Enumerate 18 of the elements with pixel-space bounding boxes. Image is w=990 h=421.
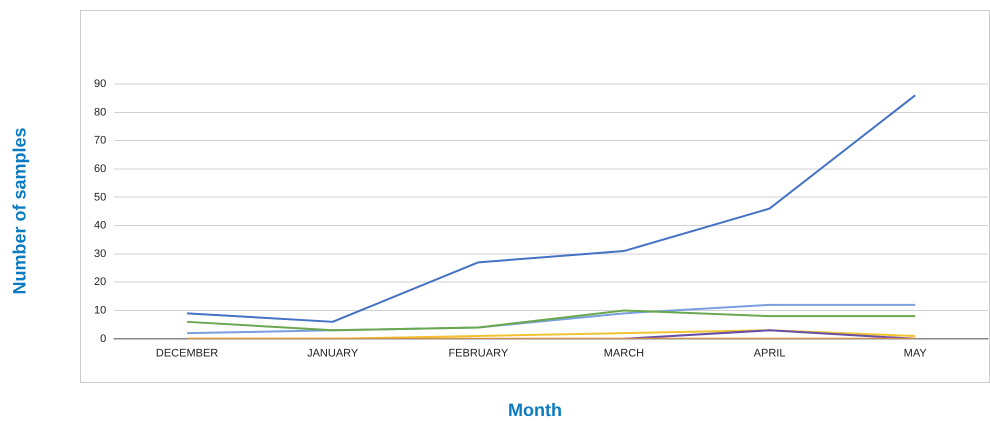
y-tick-label: 70 (94, 134, 106, 147)
x-tick-label: FEBRUARY (448, 347, 509, 360)
y-tick-label: 20 (94, 276, 106, 288)
y-tick-label: 10 (94, 304, 106, 317)
y-tick-label: 0 (100, 332, 106, 345)
y-tick-label: 30 (94, 248, 106, 260)
y-tick-label: 80 (94, 106, 106, 118)
x-tick-label: JANUARY (307, 347, 359, 360)
y-tick-label: 40 (94, 220, 106, 232)
x-tick-label: MAY (904, 347, 928, 360)
x-tick-label: DECEMBER (156, 347, 218, 360)
x-axis-title: Month (507, 400, 563, 421)
y-axis-title: Number of samples (10, 127, 30, 295)
y-tick-label: 90 (94, 78, 106, 90)
x-tick-label: MARCH (604, 347, 644, 360)
y-tick-label: 60 (94, 162, 106, 175)
x-tick-label: APRIL (754, 347, 786, 360)
y-tick-label: 50 (94, 191, 106, 204)
